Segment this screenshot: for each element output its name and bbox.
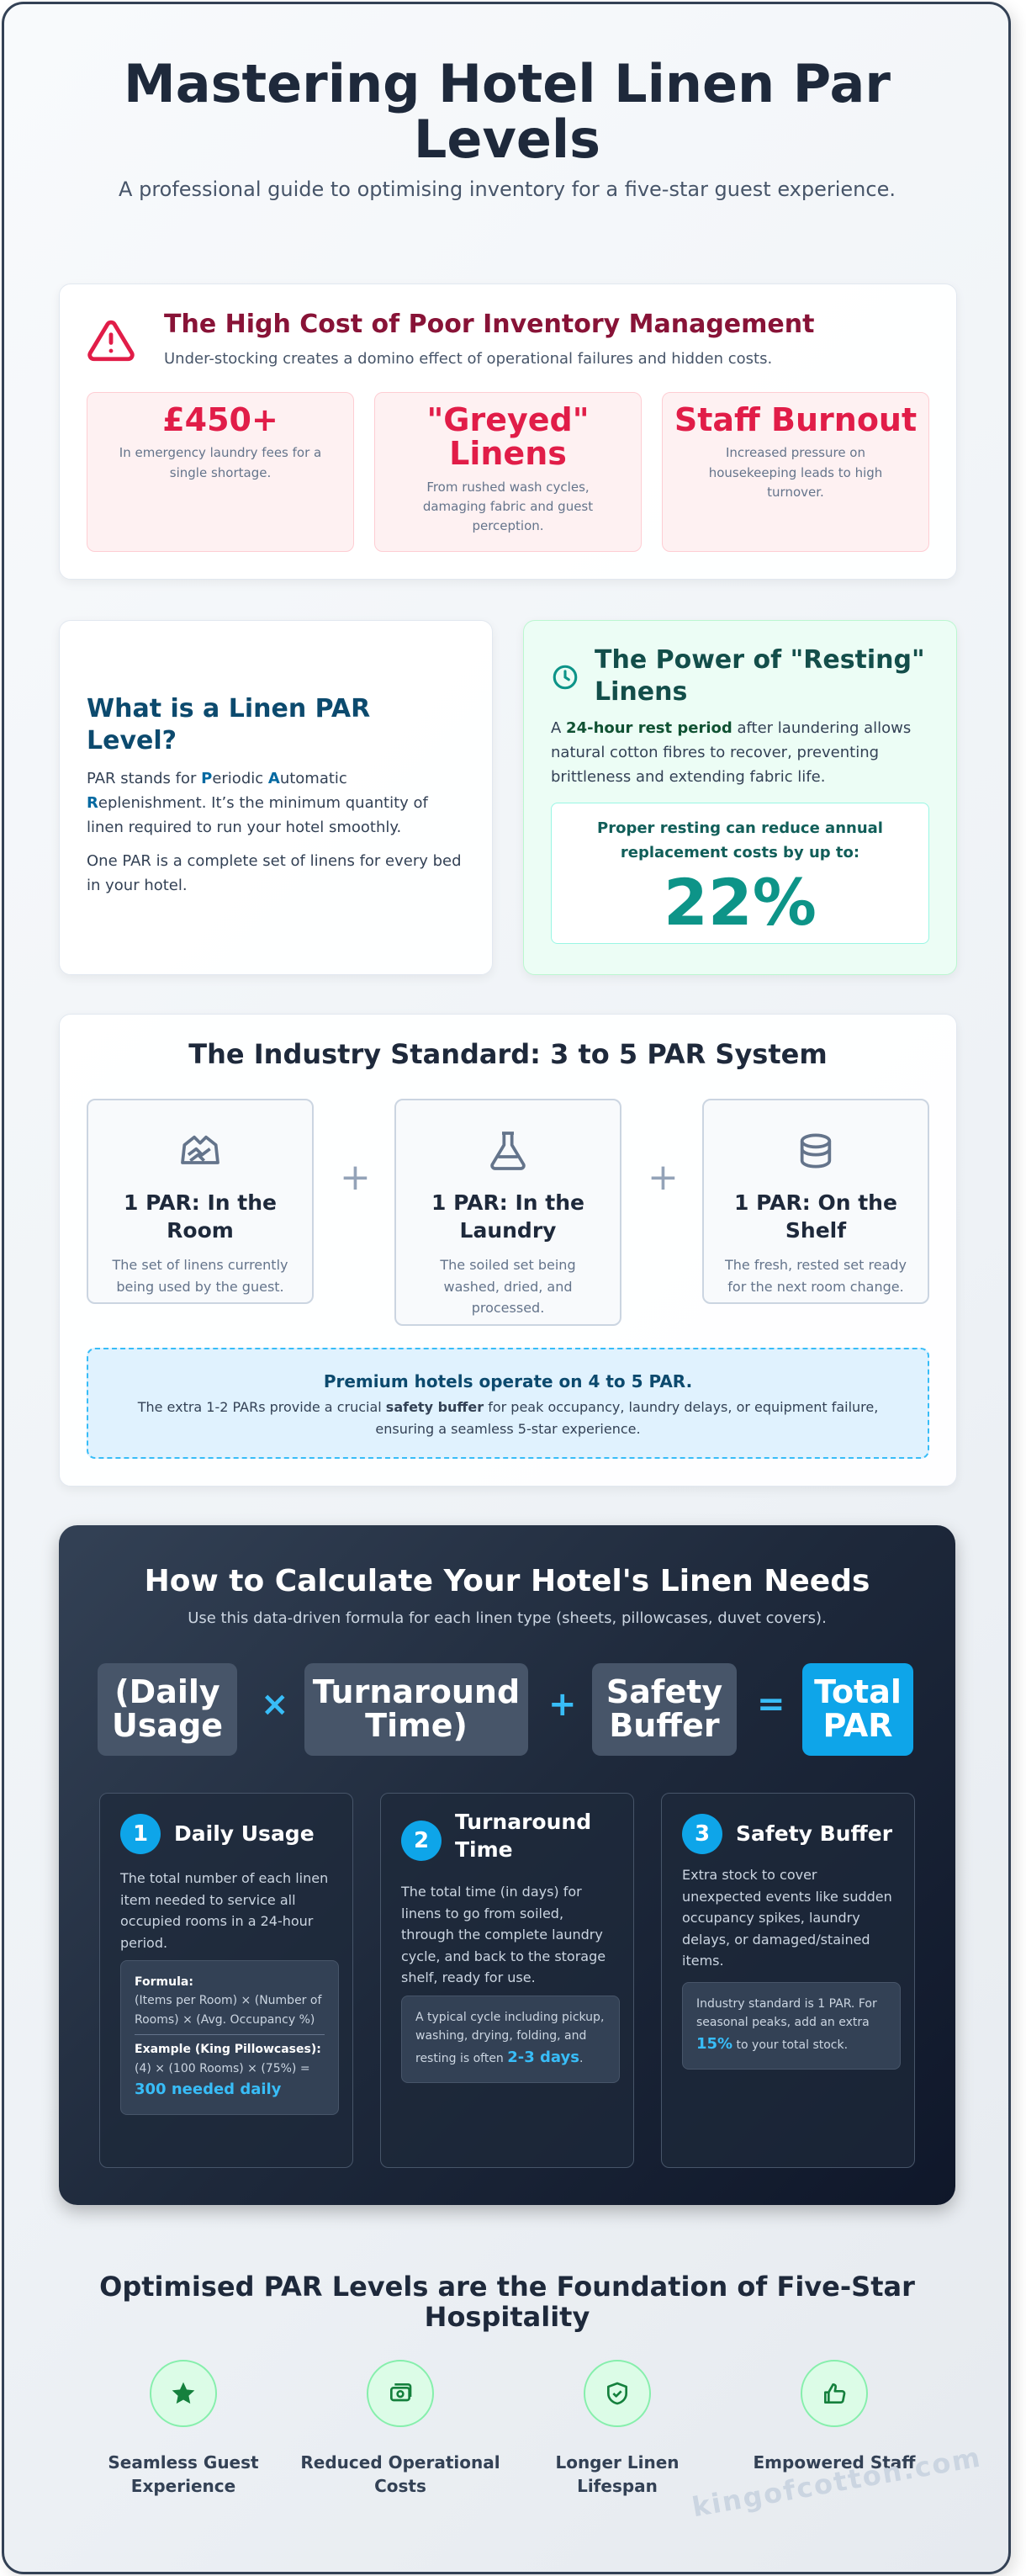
- par-card-text: The set of linens currently being used b…: [112, 1257, 288, 1295]
- resting-stat-value: 22%: [664, 864, 817, 940]
- warning-triangle-icon: [87, 320, 135, 362]
- premium-callout: Premium hotels operate on 4 to 5 PAR. Th…: [87, 1348, 929, 1459]
- benefit-item: Empowered Staff: [733, 2360, 935, 2474]
- par-definition-title: What is a Linen PAR Level?: [87, 694, 371, 756]
- par-definition-card: What is a Linen PAR Level? PAR stands fo…: [59, 620, 493, 975]
- benefits-section: Optimised PAR Levels are the Foundation …: [59, 2271, 955, 2496]
- par-card-laundry: 1 PAR: In the Laundry The soiled set bei…: [394, 1099, 621, 1326]
- cost-section: The High Cost of Poor Inventory Manageme…: [59, 284, 957, 580]
- shelf-box-icon: [800, 1133, 832, 1169]
- cost-card-burnout: Staff Burnout Increased pressure on hous…: [662, 392, 929, 552]
- cost-card-text: In emergency laundry fees for a single s…: [119, 445, 322, 480]
- calc-lead: Use this data-driven formula for each li…: [188, 1609, 827, 1627]
- step-card-daily-usage: 1 Daily Usage The total number of each l…: [99, 1793, 353, 2168]
- benefit-item: Seamless Guest Experience: [82, 2360, 284, 2498]
- cost-card-value: "Greyed" Linens: [426, 401, 590, 473]
- par-card-title: 1 PAR: In the Laundry: [431, 1190, 584, 1243]
- formula-turnaround: Turnaround Time): [304, 1663, 528, 1756]
- formula-multiply: ×: [261, 1685, 289, 1724]
- resting-stat-label: Proper resting can reduce annual replace…: [597, 819, 883, 861]
- step-note-box: A typical cycle including pickup, washin…: [401, 1996, 620, 2083]
- page-subtitle: A professional guide to optimising inven…: [119, 178, 896, 201]
- benefit-label: Longer Linen Lifespan: [555, 2452, 680, 2496]
- cost-card-greyed: "Greyed" Linens From rushed wash cycles,…: [374, 392, 642, 552]
- par-card-title: 1 PAR: In the Room: [124, 1190, 277, 1243]
- bed-linen-icon: [181, 1135, 219, 1164]
- standard-section: The Industry Standard: 3 to 5 PAR System…: [59, 1014, 957, 1487]
- step-note-box: Industry standard is 1 PAR. For seasonal…: [682, 1982, 901, 2070]
- step-number: 1: [120, 1814, 161, 1854]
- benefits-title: Optimised PAR Levels are the Foundation …: [99, 2271, 915, 2333]
- step-title: Safety Buffer: [736, 1821, 893, 1846]
- step-text: Extra stock to cover unexpected events l…: [682, 1867, 892, 1969]
- benefit-item: Longer Linen Lifespan: [516, 2360, 718, 2498]
- benefit-label: Empowered Staff: [753, 2452, 916, 2473]
- par-definition-text: PAR stands for Periodic Automatic Replen…: [87, 770, 428, 836]
- formula-total: Total PAR: [802, 1663, 913, 1756]
- resting-card: The Power of "Resting" Linens A 24-hour …: [523, 620, 957, 975]
- cost-section-lead: Under-stocking creates a domino effect o…: [164, 350, 773, 368]
- step-number: 2: [401, 1821, 442, 1861]
- step-text: The total time (in days) for linens to g…: [401, 1884, 606, 1986]
- premium-title: Premium hotels operate on 4 to 5 PAR.: [323, 1371, 693, 1391]
- par-card-text: The fresh, rested set ready for the next…: [725, 1257, 907, 1295]
- formula-equals: =: [757, 1685, 785, 1724]
- benefit-label: Reduced Operational Costs: [300, 2452, 500, 2496]
- star-icon: [172, 2382, 195, 2404]
- step-number: 3: [682, 1814, 722, 1854]
- step-formula-box: Formula: (Items per Room) × (Number of R…: [120, 1960, 339, 2115]
- step-card-turnaround: 2 Turnaround Time The total time (in day…: [380, 1793, 634, 2168]
- formula-buffer: Safety Buffer: [592, 1663, 737, 1756]
- step-card-buffer: 3 Safety Buffer Extra stock to cover une…: [661, 1793, 915, 2168]
- cost-card-text: From rushed wash cycles, damaging fabric…: [422, 479, 594, 534]
- par-card-shelf: 1 PAR: On the Shelf The fresh, rested se…: [702, 1099, 929, 1304]
- step-text: The total number of each linen item need…: [120, 1870, 329, 1951]
- step-title: Daily Usage: [174, 1821, 315, 1846]
- step-title: Turnaround Time: [455, 1810, 592, 1862]
- benefit-label: Seamless Guest Experience: [108, 2452, 259, 2496]
- resting-text: A 24-hour rest period after laundering a…: [551, 719, 912, 786]
- money-icon: [390, 2383, 412, 2402]
- benefit-item: Reduced Operational Costs: [299, 2360, 501, 2498]
- calculation-section: How to Calculate Your Hotel's Linen Need…: [59, 1525, 955, 2205]
- shield-check-icon: [607, 2382, 627, 2405]
- plus-sign: +: [648, 1156, 679, 1199]
- premium-text: The extra 1-2 PARs provide a crucial saf…: [137, 1399, 879, 1437]
- par-card-room: 1 PAR: In the Room The set of linens cur…: [87, 1099, 314, 1304]
- page-title: Mastering Hotel Linen Par Levels: [124, 53, 891, 171]
- cost-card-value: £450+: [162, 401, 278, 438]
- cost-section-title: The High Cost of Poor Inventory Manageme…: [164, 310, 815, 339]
- par-card-text: The soiled set being washed, dried, and …: [440, 1257, 576, 1317]
- clock-icon: [553, 665, 578, 690]
- resting-stat-box: Proper resting can reduce annual replace…: [551, 803, 929, 944]
- cost-card-fees: £450+ In emergency laundry fees for a si…: [87, 392, 354, 552]
- formula-plus: +: [548, 1685, 577, 1724]
- standard-title: The Industry Standard: 3 to 5 PAR System: [188, 1038, 828, 1070]
- calc-title: How to Calculate Your Hotel's Linen Need…: [144, 1564, 870, 1598]
- par-definition-note: One PAR is a complete set of linens for …: [87, 852, 462, 894]
- cost-card-value: Staff Burnout: [674, 401, 918, 438]
- laundry-flask-icon: [490, 1132, 526, 1170]
- plus-sign: +: [340, 1156, 371, 1199]
- par-card-title: 1 PAR: On the Shelf: [734, 1190, 897, 1243]
- formula-daily-usage: (Daily Usage: [98, 1663, 237, 1756]
- resting-title: The Power of "Resting" Linens: [595, 645, 925, 708]
- thumbs-up-icon: [824, 2383, 846, 2404]
- cost-card-text: Increased pressure on housekeeping leads…: [708, 445, 883, 500]
